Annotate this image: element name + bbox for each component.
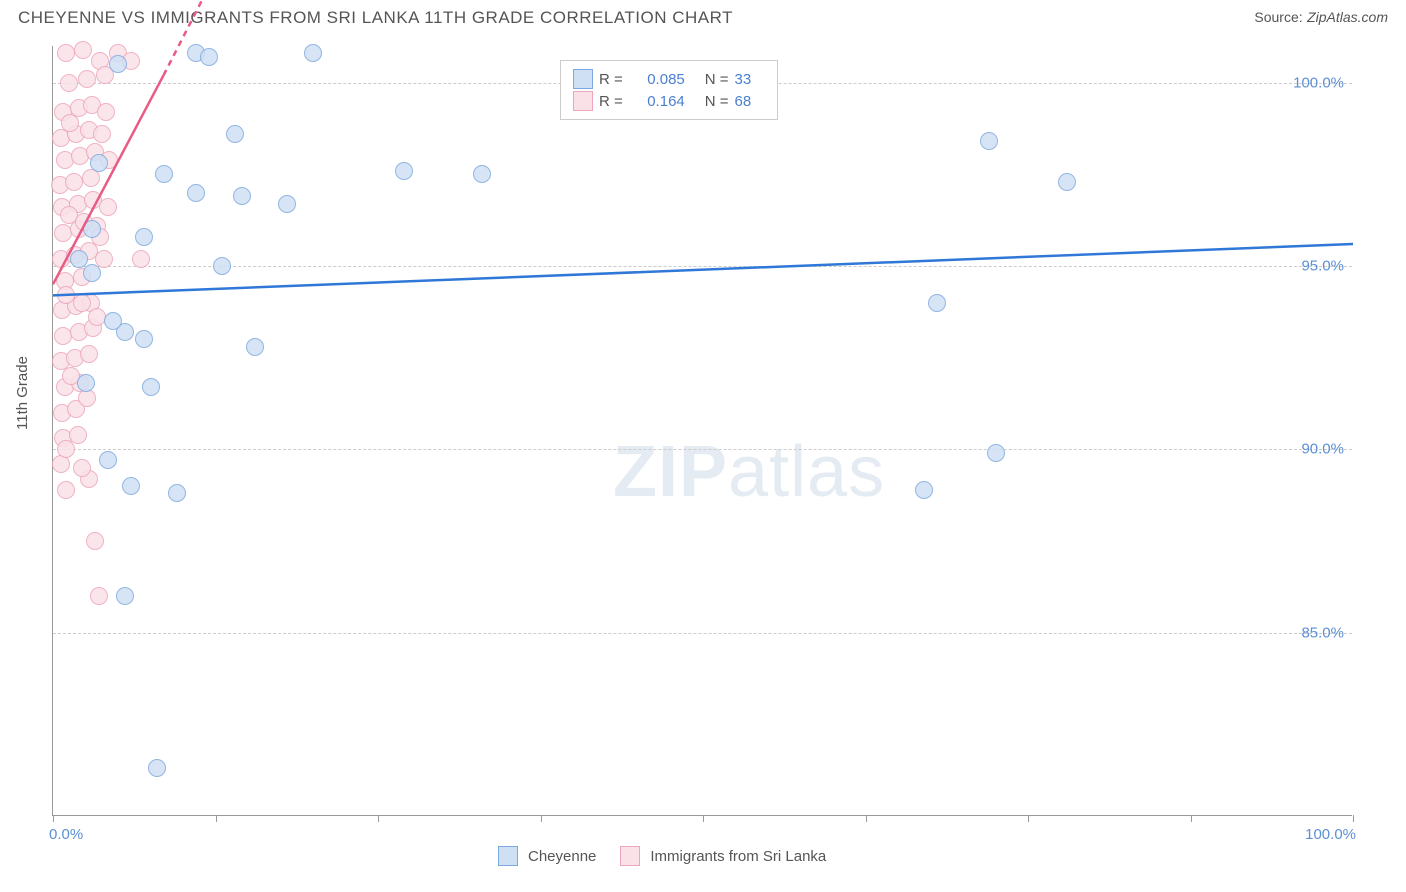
data-point xyxy=(73,459,91,477)
x-tick xyxy=(1028,815,1029,822)
data-point xyxy=(90,154,108,172)
n-value: 33 xyxy=(735,71,752,88)
data-point xyxy=(304,44,322,62)
data-point xyxy=(116,587,134,605)
source-attribution: Source: ZipAtlas.com xyxy=(1254,9,1388,27)
x-tick-label-left: 0.0% xyxy=(49,826,83,843)
x-tick xyxy=(1191,815,1192,822)
x-tick xyxy=(541,815,542,822)
data-point xyxy=(90,587,108,605)
legend-row: R = 0.164 N = 68 xyxy=(573,91,765,111)
r-value: 0.164 xyxy=(629,93,685,110)
data-point xyxy=(104,312,122,330)
data-point xyxy=(132,250,150,268)
y-tick-label: 100.0% xyxy=(1293,74,1344,91)
data-point xyxy=(122,477,140,495)
correlation-legend: R = 0.085 N = 33 R = 0.164 N = 68 xyxy=(560,60,778,120)
data-point xyxy=(70,250,88,268)
data-point xyxy=(65,173,83,191)
data-point xyxy=(93,125,111,143)
data-point xyxy=(395,162,413,180)
trend-lines xyxy=(53,46,1353,816)
n-label: N = xyxy=(705,93,729,110)
x-tick xyxy=(53,815,54,822)
data-point xyxy=(61,114,79,132)
y-tick-label: 95.0% xyxy=(1301,258,1344,275)
series-legend: Cheyenne Immigrants from Sri Lanka xyxy=(498,846,840,866)
n-label: N = xyxy=(705,71,729,88)
data-point xyxy=(83,264,101,282)
legend-label: Cheyenne xyxy=(528,848,596,865)
data-point xyxy=(74,41,92,59)
r-label: R = xyxy=(599,71,623,88)
y-axis-label: 11th Grade xyxy=(14,356,31,430)
source-name: ZipAtlas.com xyxy=(1307,9,1388,25)
r-label: R = xyxy=(599,93,623,110)
legend-swatch xyxy=(573,69,593,89)
legend-swatch xyxy=(573,91,593,111)
data-point xyxy=(109,55,127,73)
data-point xyxy=(83,220,101,238)
data-point xyxy=(60,74,78,92)
gridline xyxy=(53,449,1352,450)
data-point xyxy=(77,374,95,392)
legend-swatch xyxy=(620,846,640,866)
x-tick xyxy=(1353,815,1354,822)
chart-title: CHEYENNE VS IMMIGRANTS FROM SRI LANKA 11… xyxy=(18,8,733,28)
source-label: Source: xyxy=(1254,9,1302,25)
data-point xyxy=(928,294,946,312)
r-value: 0.085 xyxy=(629,71,685,88)
x-tick xyxy=(703,815,704,822)
data-point xyxy=(69,426,87,444)
data-point xyxy=(213,257,231,275)
data-point xyxy=(99,198,117,216)
data-point xyxy=(135,330,153,348)
data-point xyxy=(987,444,1005,462)
data-point xyxy=(200,48,218,66)
scatter-chart: ZIPatlas 85.0%90.0%95.0%100.0%0.0%100.0% xyxy=(52,46,1352,816)
data-point xyxy=(57,481,75,499)
data-point xyxy=(142,378,160,396)
data-point xyxy=(148,759,166,777)
data-point xyxy=(980,132,998,150)
watermark: ZIPatlas xyxy=(613,431,885,513)
data-point xyxy=(135,228,153,246)
legend-swatch xyxy=(498,846,518,866)
data-point xyxy=(246,338,264,356)
data-point xyxy=(80,345,98,363)
n-value: 68 xyxy=(735,93,752,110)
data-point xyxy=(155,165,173,183)
legend-label: Immigrants from Sri Lanka xyxy=(650,848,826,865)
data-point xyxy=(57,44,75,62)
watermark-zip: ZIP xyxy=(613,432,728,512)
data-point xyxy=(233,187,251,205)
data-point xyxy=(95,250,113,268)
y-tick-label: 85.0% xyxy=(1301,624,1344,641)
x-tick xyxy=(216,815,217,822)
x-tick xyxy=(866,815,867,822)
data-point xyxy=(73,294,91,312)
data-point xyxy=(57,440,75,458)
data-point xyxy=(97,103,115,121)
data-point xyxy=(78,70,96,88)
gridline xyxy=(53,266,1352,267)
legend-row: R = 0.085 N = 33 xyxy=(573,69,765,89)
data-point xyxy=(278,195,296,213)
y-tick-label: 90.0% xyxy=(1301,441,1344,458)
x-tick-label-right: 100.0% xyxy=(1305,826,1356,843)
data-point xyxy=(226,125,244,143)
data-point xyxy=(915,481,933,499)
gridline xyxy=(53,633,1352,634)
data-point xyxy=(473,165,491,183)
data-point xyxy=(86,532,104,550)
data-point xyxy=(1058,173,1076,191)
x-tick xyxy=(378,815,379,822)
data-point xyxy=(168,484,186,502)
watermark-atlas: atlas xyxy=(728,432,885,512)
data-point xyxy=(187,184,205,202)
data-point xyxy=(99,451,117,469)
